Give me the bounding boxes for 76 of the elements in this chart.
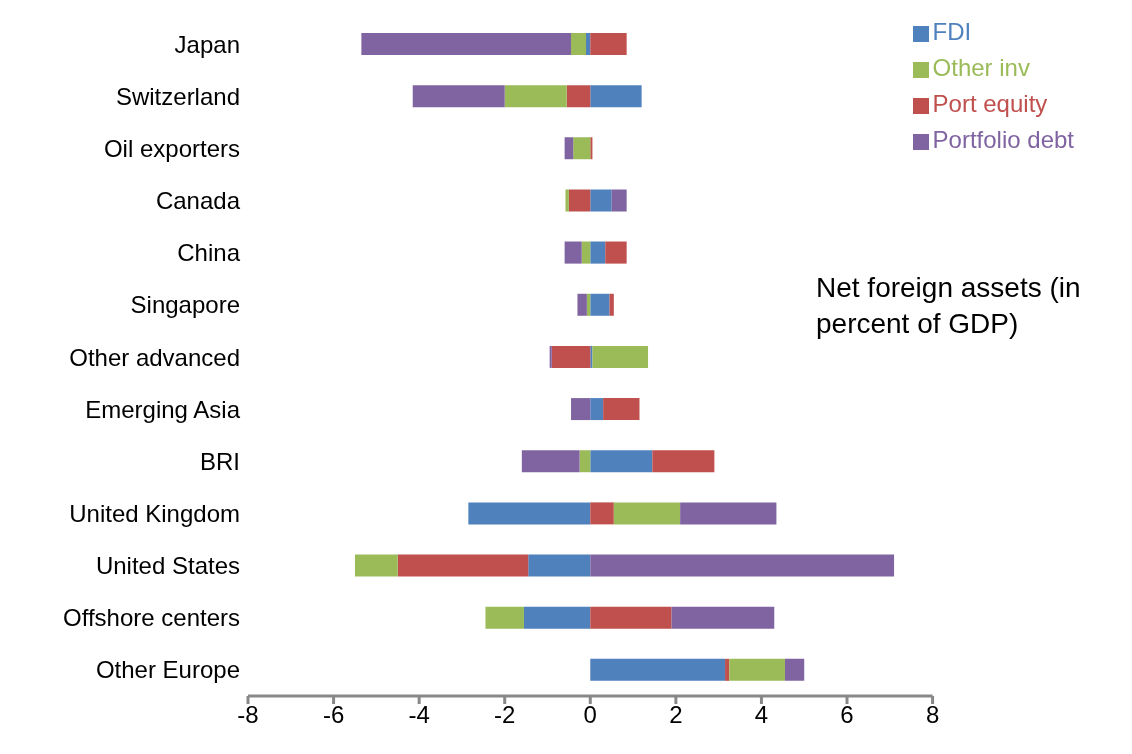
legend-label: Other inv: [932, 54, 1030, 81]
x-tick-label: -2: [494, 701, 516, 729]
bar: [504, 85, 567, 108]
bar: [549, 345, 552, 368]
bar: [725, 658, 730, 681]
bar: [680, 502, 777, 525]
bar: [729, 658, 785, 681]
bar: [603, 398, 640, 421]
bar: [564, 241, 582, 264]
bar: [485, 606, 524, 629]
bar: [361, 33, 572, 55]
y-tick-label: United States: [95, 552, 240, 580]
annotation: Net foreign assets (in percent of GDP): [816, 271, 1082, 341]
legend-label: FDI: [932, 18, 972, 45]
bar: [590, 33, 627, 55]
x-tick-label: 0: [583, 701, 597, 729]
bar: [565, 189, 569, 212]
bar: [609, 293, 614, 316]
bar: [573, 137, 591, 160]
bar: [581, 241, 591, 264]
bar: [592, 345, 649, 368]
bar: [577, 293, 587, 316]
x-tick-label: 2: [669, 701, 683, 729]
bar: [590, 658, 726, 681]
bar: [568, 189, 591, 212]
bar: [521, 450, 580, 473]
y-tick-label: Oil exporters: [103, 134, 240, 162]
bar: [590, 502, 614, 525]
bar: [590, 241, 606, 264]
y-tick-label: Emerging Asia: [85, 395, 241, 423]
bar: [571, 398, 591, 421]
bar: [590, 293, 610, 316]
y-tick-label: United Kingdom: [69, 499, 240, 527]
bar: [590, 450, 653, 473]
bar: [590, 137, 593, 160]
bar: [397, 554, 529, 577]
legend-label: Portfolio debt: [932, 126, 1074, 153]
x-tick-label: 6: [840, 701, 854, 729]
y-tick-label: Singapore: [130, 291, 240, 319]
y-tick-label: Canada: [155, 187, 241, 215]
bar: [590, 345, 593, 368]
bar: [784, 658, 805, 681]
bar: [611, 189, 627, 212]
y-tick-label: Other advanced: [69, 343, 240, 371]
bar: [590, 606, 672, 629]
bar: [528, 554, 591, 577]
y-tick-label: Switzerland: [115, 82, 240, 110]
bar: [590, 85, 642, 108]
y-tick-label: Other Europe: [95, 656, 240, 684]
bar: [566, 85, 591, 108]
bar: [579, 450, 591, 473]
bar: [354, 554, 398, 577]
y-tick-label: BRI: [199, 447, 240, 475]
y-tick-label: China: [177, 239, 241, 267]
bar: [590, 554, 895, 577]
bar: [590, 398, 604, 421]
x-tick-label: -4: [408, 701, 430, 729]
x-tick-label: -8: [237, 701, 259, 729]
legend-label: Port equity: [932, 90, 1048, 117]
bar: [571, 33, 587, 55]
bar: [613, 502, 681, 525]
y-tick-label: Offshore centers: [63, 604, 240, 632]
bar: [564, 137, 574, 160]
bar: [671, 606, 775, 629]
x-tick-label: 8: [925, 701, 940, 729]
y-tick-label: Japan: [174, 30, 240, 58]
bar: [468, 502, 591, 525]
bar: [590, 189, 612, 212]
bar: [523, 606, 591, 629]
x-tick-label: 4: [754, 701, 769, 729]
bar: [605, 241, 627, 264]
bar: [652, 450, 715, 473]
x-tick-label: -6: [322, 701, 345, 729]
bar: [412, 85, 505, 108]
bar: [586, 33, 591, 55]
bar: [551, 345, 591, 368]
